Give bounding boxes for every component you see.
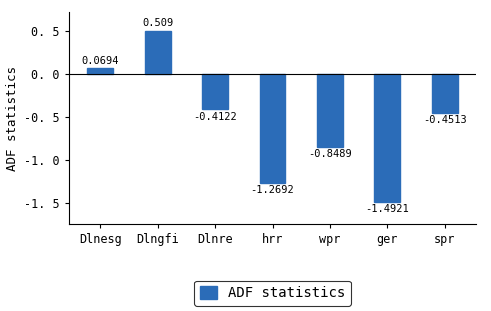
- Y-axis label: ADF statistics: ADF statistics: [5, 66, 19, 171]
- Text: -0.8489: -0.8489: [308, 149, 352, 159]
- Bar: [375, 74, 400, 202]
- Bar: [145, 30, 171, 74]
- Legend: ADF statistics: ADF statistics: [194, 281, 351, 306]
- Text: -0.4122: -0.4122: [193, 112, 237, 122]
- Text: -0.4513: -0.4513: [423, 115, 466, 125]
- Text: 0.509: 0.509: [142, 18, 173, 28]
- Text: 0.0694: 0.0694: [82, 56, 119, 66]
- Bar: [432, 74, 458, 113]
- Bar: [317, 74, 343, 147]
- Bar: [87, 68, 113, 74]
- Text: -1.2692: -1.2692: [250, 185, 295, 195]
- Bar: [260, 74, 285, 183]
- Text: -1.4921: -1.4921: [365, 204, 409, 214]
- Bar: [202, 74, 228, 109]
